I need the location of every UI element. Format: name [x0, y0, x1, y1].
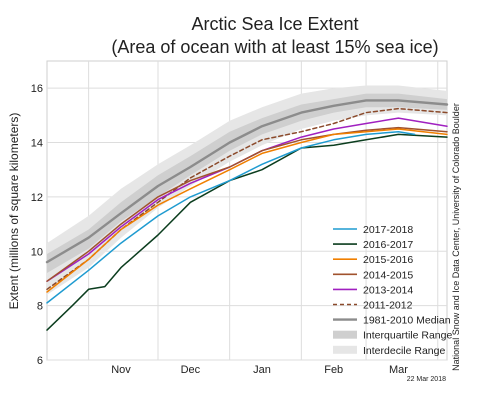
legend-item-2014-2015: 2014-2015 — [333, 269, 413, 281]
legend-label: 2013-2014 — [363, 284, 413, 296]
y-tick-label: 12 — [31, 192, 43, 204]
y-tick-label: 6 — [37, 355, 43, 367]
legend-label: Interdecile Range — [363, 345, 445, 357]
date-stamp: 22 Mar 2018 — [407, 376, 446, 383]
y-tick-label: 10 — [31, 246, 43, 258]
legend-label: 2017-2018 — [363, 224, 413, 236]
legend-label: 1981-2010 Median — [363, 315, 451, 327]
legend-item-2011-2012: 2011-2012 — [333, 300, 413, 312]
legend-item-2015-2016: 2015-2016 — [333, 254, 413, 266]
chart-subtitle: (Area of ocean with at least 15% sea ice… — [111, 37, 438, 57]
credit-text: National Snow and Ice Data Center, Unive… — [451, 103, 461, 371]
legend-label: Interquartile Range — [363, 330, 452, 342]
legend-swatch — [333, 330, 357, 339]
chart-title: Arctic Sea Ice Extent — [191, 14, 358, 34]
y-tick-label: 8 — [37, 301, 43, 313]
series-line-2017-2018 — [46, 130, 416, 304]
x-tick-label: Nov — [111, 364, 131, 376]
plot-area: 6 8 10 12 14 16 Nov Dec Jan Feb Mar — [31, 60, 449, 376]
series-line-2015-2016 — [46, 128, 448, 293]
legend-item-interquartile-range: Interquartile Range — [333, 330, 452, 342]
x-tick-label: Dec — [181, 364, 201, 376]
legend-label: 2016-2017 — [363, 239, 413, 251]
y-axis-label: Extent (millions of square kilometers) — [7, 113, 21, 310]
y-tick-label: 14 — [31, 138, 43, 150]
series-line-2014-2015 — [46, 126, 448, 282]
band-interquartile-range — [47, 93, 447, 273]
legend-swatch — [333, 345, 357, 354]
legend-item-2016-2017: 2016-2017 — [333, 239, 413, 251]
legend-item-interdecile-range: Interdecile Range — [333, 345, 445, 357]
x-tick-label: Feb — [324, 364, 343, 376]
legend-item-2013-2014: 2013-2014 — [333, 284, 413, 296]
y-tick-label: 16 — [31, 83, 43, 95]
legend-label: 2014-2015 — [363, 269, 413, 281]
legend: 2017-2018 2016-2017 2015-2016 2014-2015 2013… — [333, 224, 452, 357]
legend-item-2017-2018: 2017-2018 — [333, 224, 413, 236]
x-tick-label: Jan — [253, 364, 271, 376]
legend-label: 2011-2012 — [363, 300, 413, 312]
legend-label: 2015-2016 — [363, 254, 413, 266]
x-tick-label: Mar — [389, 364, 408, 376]
legend-item-1981-2010-median: 1981-2010 Median — [333, 315, 451, 327]
series-line-2016-2017 — [46, 133, 448, 331]
series-line-1981-2010-median — [45, 99, 449, 264]
